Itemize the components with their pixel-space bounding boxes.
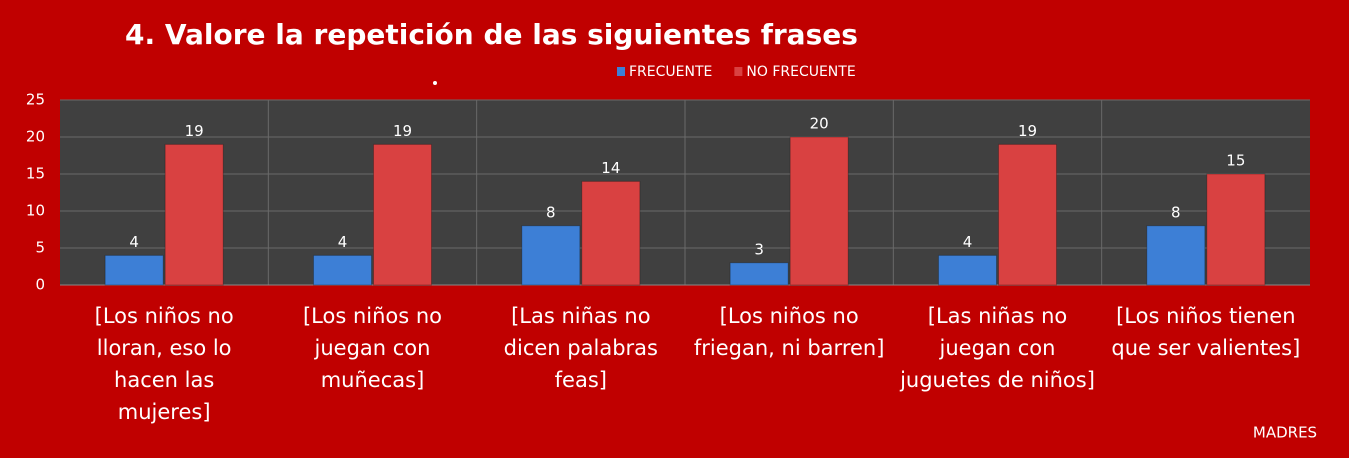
bar — [1146, 225, 1206, 286]
chart-title: 4. Valore la repetición de las siguiente… — [125, 18, 858, 51]
bar — [938, 254, 997, 286]
value-label: 8 — [546, 203, 556, 221]
y-tick-label: 5 — [35, 239, 45, 257]
y-tick-label: 20 — [26, 128, 45, 146]
bar — [521, 225, 581, 286]
x-tick-label: [Las niñas no dicen palabras feas] — [503, 304, 658, 392]
x-tick-label: [Los niños tienen que ser valientes] — [1111, 304, 1301, 360]
legend-label: FRECUENTE — [629, 64, 712, 80]
value-label: 4 — [129, 233, 139, 251]
x-tick-label: [Los niños no juegan con muñecas] — [302, 304, 443, 392]
bar — [1206, 173, 1266, 286]
legend-swatch — [617, 67, 625, 76]
dot — [433, 81, 437, 85]
bar — [313, 254, 372, 286]
bar — [164, 143, 224, 286]
value-label: 14 — [601, 159, 620, 177]
value-label: 4 — [338, 233, 348, 251]
bar — [729, 262, 789, 286]
legend-swatch — [734, 67, 743, 76]
bar — [104, 254, 164, 286]
annotation: MADRES — [1253, 424, 1317, 442]
value-label: 20 — [810, 115, 829, 133]
bar — [373, 143, 432, 286]
x-tick-label: [Las niñas no juegan con juguetes de niñ… — [900, 304, 1095, 392]
value-label: 3 — [754, 240, 764, 258]
bar — [789, 136, 849, 286]
y-tick-label: 0 — [35, 276, 45, 294]
x-tick-label: [Los niños no lloran, eso lo hacen las m… — [94, 304, 234, 424]
y-tick-label: 25 — [26, 91, 45, 109]
value-label: 19 — [185, 122, 204, 140]
value-label: 4 — [963, 233, 973, 251]
legend-label: NO FRECUENTE — [746, 64, 855, 80]
y-tick-label: 15 — [26, 165, 45, 183]
bar — [581, 180, 641, 286]
bar — [998, 143, 1057, 286]
x-tick-label: [Los niños no friegan, ni barren] — [693, 304, 885, 360]
value-label: 8 — [1171, 203, 1181, 221]
value-label: 19 — [393, 122, 412, 140]
value-label: 19 — [1018, 122, 1037, 140]
y-tick-label: 10 — [26, 202, 45, 220]
value-label: 15 — [1226, 152, 1245, 170]
